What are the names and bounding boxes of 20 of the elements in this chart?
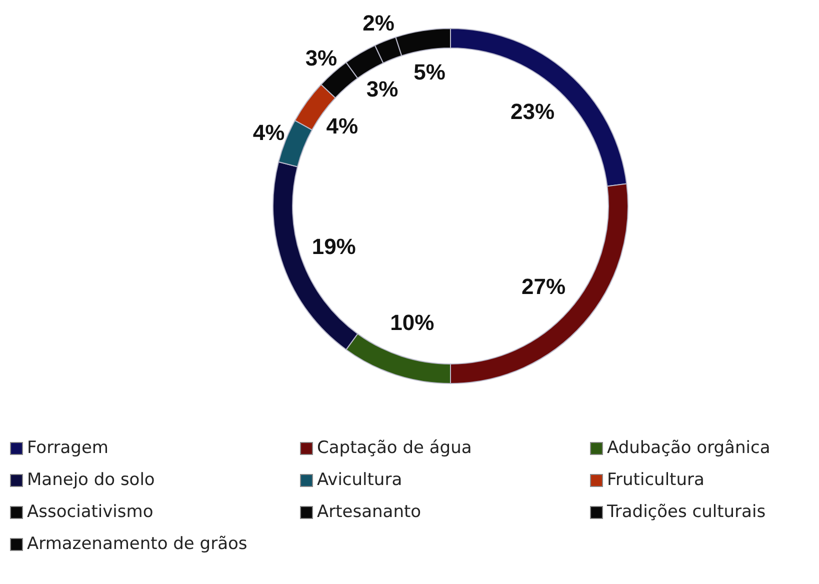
data-label: 4% — [252, 120, 285, 146]
data-label: 10% — [390, 310, 434, 335]
legend-label: Captação de água — [317, 438, 472, 458]
legend-label: Armazenamento de grãos — [27, 534, 248, 554]
data-label: 3% — [366, 76, 398, 102]
data-label: 27% — [521, 274, 566, 300]
data-label: 23% — [510, 99, 555, 124]
data-label: 5% — [414, 60, 446, 85]
legend-label: Artesananto — [317, 502, 422, 522]
legend-label: Associativismo — [27, 502, 154, 522]
data-label: 19% — [312, 234, 356, 260]
data-label: 3% — [305, 45, 338, 70]
legend-label: Adubação orgânica — [607, 438, 770, 458]
legend-label: Manejo do solo — [27, 470, 155, 490]
legend-label: Avicultura — [317, 470, 402, 490]
data-label: 2% — [362, 10, 394, 36]
data-label: 4% — [326, 113, 358, 138]
legend-label: Tradições culturais — [607, 502, 766, 522]
legend-label: Forragem — [27, 438, 108, 458]
legend-label: Fruticultura — [607, 470, 704, 490]
